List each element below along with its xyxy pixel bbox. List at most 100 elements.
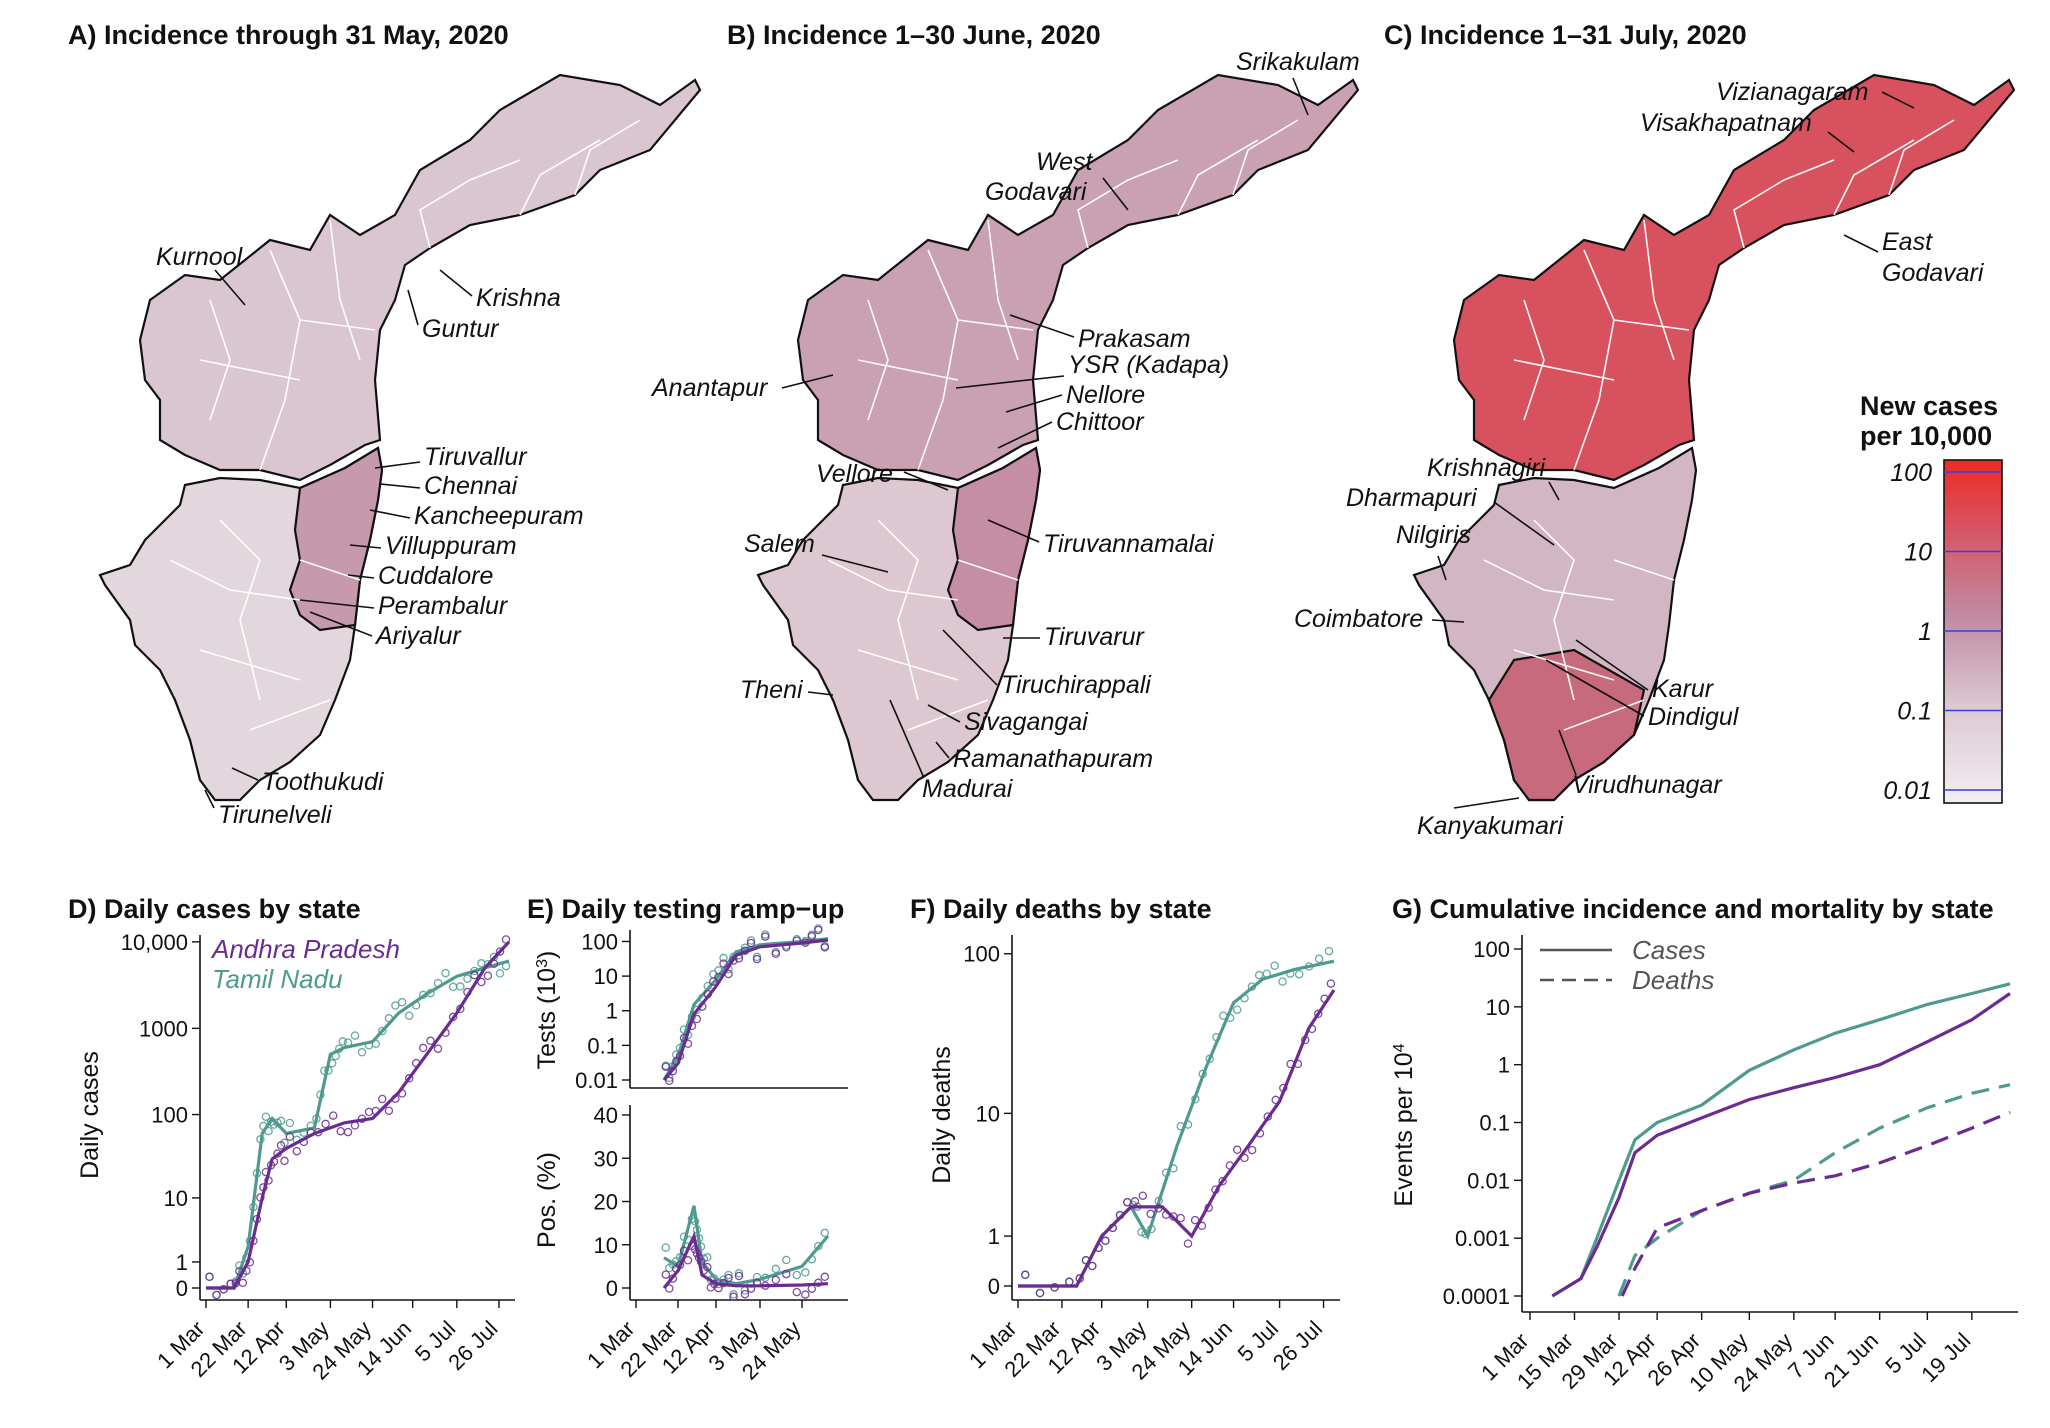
data-point bbox=[675, 1260, 685, 1270]
label-tirunelveli: Tirunelveli bbox=[218, 801, 333, 829]
data-point bbox=[761, 932, 770, 941]
data-point bbox=[205, 1272, 214, 1282]
data-point bbox=[1198, 1069, 1207, 1079]
data-point bbox=[679, 1033, 689, 1043]
data-point bbox=[724, 969, 733, 979]
label-coimbatore: Coimbatore bbox=[1294, 605, 1423, 633]
data-point bbox=[1320, 994, 1329, 1003]
data-point bbox=[226, 1279, 235, 1289]
map-c: Vizianagaram Visakhapatnam East Godavari… bbox=[1294, 73, 2016, 840]
label-nilgiris: Nilgiris bbox=[1396, 521, 1471, 549]
data-point bbox=[316, 1090, 325, 1099]
data-point bbox=[734, 1269, 744, 1278]
series-line bbox=[1617, 1083, 2011, 1297]
data-point bbox=[1141, 1229, 1150, 1239]
label-ysr-kadapa: YSR (Kadapa) bbox=[1068, 351, 1229, 379]
data-point bbox=[1147, 1224, 1156, 1234]
y-tick-label: 10 bbox=[1486, 995, 1510, 1020]
data-point bbox=[350, 1031, 360, 1040]
label-anantapur: Anantapur bbox=[650, 374, 769, 402]
data-point bbox=[1262, 969, 1272, 978]
data-point bbox=[698, 1002, 707, 1011]
data-point bbox=[1300, 1035, 1310, 1045]
colorbar-title-1: New cases bbox=[1860, 391, 1998, 421]
y-tick-label: 100 bbox=[151, 1103, 188, 1128]
label-vellore: Vellore bbox=[816, 460, 893, 488]
data-point bbox=[212, 1290, 221, 1300]
data-point bbox=[397, 1089, 407, 1098]
label-vizianagaram: Vizianagaram bbox=[1716, 78, 1868, 106]
data-point bbox=[328, 1111, 338, 1120]
data-point bbox=[692, 1249, 702, 1258]
data-point bbox=[820, 943, 830, 952]
label-toothukudi: Toothukudi bbox=[262, 768, 385, 796]
data-point bbox=[683, 1256, 693, 1265]
data-point bbox=[280, 1156, 289, 1166]
x-tick-label: 26 Jul bbox=[443, 1316, 502, 1375]
data-point bbox=[1225, 1013, 1235, 1023]
data-point bbox=[1240, 1153, 1249, 1163]
data-point bbox=[1204, 1203, 1213, 1212]
data-point bbox=[1212, 1032, 1221, 1042]
label-tiruvarur: Tiruvarur bbox=[1044, 623, 1145, 651]
tamil-nadu-south-region bbox=[1487, 648, 1646, 802]
label-visakhapatnam: Visakhapatnam bbox=[1640, 109, 1812, 137]
x-tick-label: 19 Jul bbox=[1916, 1328, 1975, 1387]
label-dindigul: Dindigul bbox=[1648, 703, 1740, 731]
data-point bbox=[391, 1001, 400, 1010]
series-line bbox=[1551, 992, 2011, 1298]
data-point bbox=[495, 969, 505, 978]
data-point bbox=[343, 1038, 353, 1047]
data-point bbox=[483, 971, 493, 981]
data-point bbox=[384, 1106, 394, 1115]
data-point bbox=[324, 1066, 333, 1075]
data-point bbox=[448, 982, 458, 992]
data-point bbox=[264, 1126, 273, 1136]
data-point bbox=[801, 1290, 810, 1299]
map-a-labels: Kurnool Krishna Guntur Tiruvallur Chenna… bbox=[156, 243, 584, 829]
y-tick-label: 0.1 bbox=[587, 1033, 618, 1058]
data-point bbox=[1094, 1243, 1103, 1253]
data-point bbox=[261, 1167, 271, 1177]
data-point bbox=[709, 977, 718, 986]
data-point bbox=[703, 989, 713, 999]
data-point bbox=[801, 938, 810, 947]
data-point bbox=[719, 1278, 728, 1288]
data-point bbox=[245, 1258, 255, 1267]
data-point bbox=[1293, 1059, 1303, 1069]
y-tick-label: 1 bbox=[606, 999, 618, 1024]
data-point bbox=[391, 1094, 400, 1103]
data-point bbox=[752, 954, 762, 964]
data-point bbox=[1065, 1277, 1074, 1287]
data-point bbox=[264, 1176, 273, 1185]
data-point bbox=[1115, 1210, 1125, 1220]
data-point bbox=[1088, 1261, 1097, 1271]
data-point bbox=[1286, 969, 1295, 978]
data-point bbox=[1247, 982, 1257, 991]
data-point bbox=[249, 1202, 258, 1212]
data-point bbox=[313, 1127, 323, 1137]
map-b-labels: Srikakulam West Godavari Prakasam YSR (K… bbox=[650, 48, 1360, 803]
data-point bbox=[1154, 1204, 1163, 1213]
data-point bbox=[1324, 946, 1334, 956]
map-c-labels: Vizianagaram Visakhapatnam East Godavari… bbox=[1294, 78, 1985, 840]
data-point bbox=[1205, 1054, 1214, 1064]
data-point bbox=[814, 1278, 823, 1288]
data-point bbox=[734, 954, 744, 963]
label-theni: Theni bbox=[740, 676, 804, 704]
y-tick-label: 10,000 bbox=[121, 930, 188, 955]
data-point bbox=[746, 938, 756, 948]
data-point bbox=[357, 1114, 367, 1123]
data-point bbox=[338, 1037, 347, 1046]
y-axis-title: Pos. (%) bbox=[533, 1152, 561, 1248]
data-point bbox=[426, 988, 435, 998]
data-point bbox=[1278, 977, 1287, 986]
y-tick-label: 0.0001 bbox=[1443, 1284, 1510, 1309]
data-point bbox=[692, 1225, 702, 1234]
data-point bbox=[426, 1036, 435, 1046]
data-point bbox=[714, 1283, 723, 1293]
data-point bbox=[501, 935, 511, 944]
data-point bbox=[463, 987, 472, 997]
